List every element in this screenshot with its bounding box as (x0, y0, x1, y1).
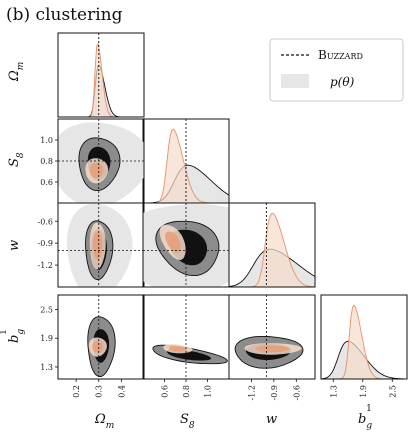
xaxis-label-b1g: bg1 (358, 404, 372, 431)
yaxis-label-sub: 8 (16, 152, 26, 158)
panels (57, 32, 408, 380)
panel-content (58, 203, 144, 287)
orange-68-region (168, 346, 187, 352)
xaxis-label-sup: 1 (366, 404, 372, 414)
panel-content (234, 295, 304, 379)
xtick-label-S8-2: 1.0 (204, 385, 213, 398)
marginal-orange-Om (58, 42, 144, 117)
panel-Om-w (57, 202, 145, 288)
legend: Buzzard p(θ) (269, 38, 404, 102)
panel-frame (57, 294, 145, 380)
yaxis-label-1: S8 (7, 152, 26, 167)
xaxis-label-w: w (266, 412, 277, 427)
xtick-label-Om-2: 0.4 (117, 385, 126, 398)
diag-panel-w (228, 202, 316, 288)
ytick-label-S8-0: 1.0 (40, 136, 53, 145)
orange-68-region (92, 231, 103, 260)
ytick-label-w-2: -1.2 (38, 261, 53, 270)
orange-68-region (255, 345, 290, 353)
orange-68-region (89, 163, 104, 179)
xtick-label-b1g-1: 1.9 (359, 385, 368, 398)
legend-prior-swatch (281, 74, 309, 88)
frame-Om (57, 32, 145, 118)
panel-content (58, 119, 144, 203)
xtick-label-S8-1: 0.8 (182, 385, 191, 398)
yaxis-label-2: w (7, 240, 22, 251)
xtick-label-b1g-0: 1.3 (329, 385, 338, 398)
panel-content (143, 203, 229, 287)
diag-content-w (229, 203, 315, 287)
yaxis-label-0: Ωm (7, 62, 26, 82)
xtick-label-b1g-2: 2.5 (388, 385, 397, 398)
marginal-orange-w (229, 212, 315, 287)
panel-w-b1g (228, 294, 316, 380)
legend-prior-label: p(θ) (330, 75, 355, 89)
ytick-label-S8-2: 0.6 (40, 178, 53, 187)
panel-frame (228, 294, 316, 380)
orange-68-region (92, 341, 104, 353)
diag-content-b1g (321, 304, 407, 379)
panel-S8-w (142, 202, 230, 288)
diag-panel-Om (57, 32, 145, 118)
marginal-orange-b1g (321, 304, 407, 379)
xaxis-label-S8: S8 (180, 412, 195, 431)
yaxis-label-3: bg1 (0, 329, 26, 343)
panel-Om-S8 (57, 118, 145, 204)
diag-content-Om (58, 33, 144, 117)
ytick-label-w-1: -0.9 (38, 239, 53, 248)
xaxis-label-Om: Ωm (94, 412, 114, 431)
xtick-label-w-1: -0.9 (270, 385, 279, 400)
ytick-label-b1g-0: 2.5 (40, 305, 53, 314)
orange-68-region (165, 231, 181, 253)
panel-Om-b1g (57, 294, 145, 380)
diag-panel-S8 (142, 118, 230, 204)
ytick-label-S8-1: 0.8 (40, 157, 53, 166)
xaxis-label-sub: 8 (189, 421, 195, 431)
frame-b1g (320, 294, 408, 380)
xtick-label-S8-0: 0.6 (161, 385, 170, 398)
panel-S8-b1g (142, 294, 230, 380)
diag-content-S8 (143, 119, 229, 203)
panel-content (152, 295, 228, 379)
figure-title: (b) clustering (6, 5, 123, 25)
xtick-label-w-2: -0.6 (292, 385, 301, 400)
xaxis-label-sub: m (106, 421, 115, 431)
panel-content (87, 295, 116, 379)
yaxis-label-sub: g (16, 329, 26, 335)
panel-frame (142, 202, 230, 288)
xtick-label-w-0: -1.2 (247, 385, 256, 400)
ytick-label-b1g-2: 1.3 (40, 363, 53, 372)
marginal-orange-S8 (143, 128, 229, 203)
ytick-label-w-0: -0.6 (38, 217, 53, 226)
axis-labels: 0.2 0.3 0.4 Ωm 0.6 0.8 1.0 S8 -1.2 -0.9 -0.6 w 1.3 1.… (0, 62, 397, 431)
legend-fiducial-label: Buzzard (318, 48, 363, 62)
xtick-label-Om-0: 0.2 (72, 385, 81, 398)
ytick-label-b1g-1: 1.9 (40, 334, 53, 343)
yaxis-label-sub: m (16, 62, 26, 71)
xtick-label-Om-1: 0.3 (95, 385, 104, 398)
xaxis-label-sub: g (366, 421, 372, 431)
yaxis-label-sup: 1 (0, 329, 9, 335)
diag-panel-b1g (320, 294, 408, 380)
